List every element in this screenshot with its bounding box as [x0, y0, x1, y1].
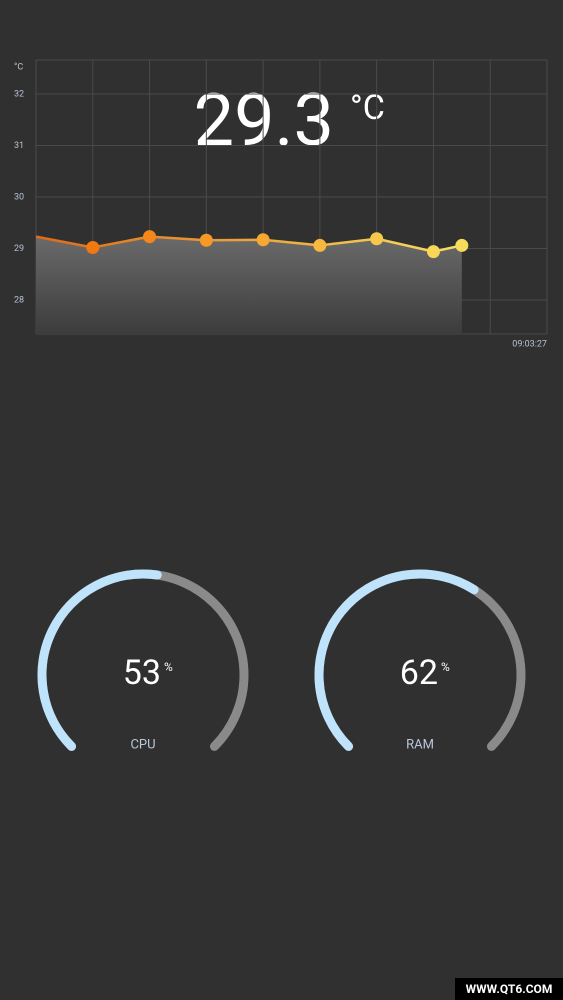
y-tick-label: 29: [14, 244, 24, 254]
point: [455, 238, 469, 252]
gauge-value: 53: [123, 653, 161, 693]
y-tick-label: 32: [14, 89, 24, 99]
gauge-fill: [314, 569, 479, 751]
point: [256, 233, 270, 247]
point: [313, 238, 327, 252]
gauge-label: RAM: [406, 737, 434, 752]
y-tick-label: 28: [14, 295, 24, 305]
y-tick-label: 31: [14, 141, 24, 151]
point: [86, 240, 100, 254]
point: [199, 233, 213, 247]
gauge-value: 62: [400, 653, 438, 693]
y-tick-label: 30: [14, 192, 24, 202]
gauge-label: CPU: [130, 737, 155, 752]
y-unit: °C: [14, 62, 23, 72]
gauge-unit: %: [164, 660, 173, 674]
gauge-fill: [37, 569, 162, 751]
x-end-label: 09:03:27: [512, 339, 547, 349]
point: [370, 232, 384, 246]
current-unit: °C: [350, 88, 385, 128]
area: [36, 236, 462, 334]
point: [426, 245, 440, 259]
watermark-bg: [455, 978, 563, 1000]
gauge-unit: %: [441, 660, 450, 674]
watermark: WWW.QT6.COM: [466, 982, 553, 996]
current-value: 29.3: [194, 78, 334, 163]
point: [143, 230, 157, 244]
